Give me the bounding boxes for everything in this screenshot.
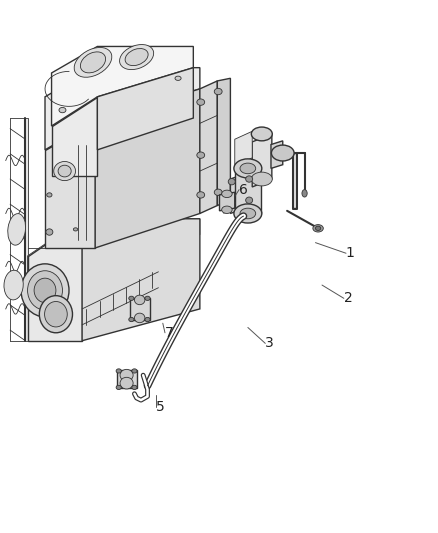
Ellipse shape (53, 161, 75, 181)
Ellipse shape (134, 313, 145, 322)
Polygon shape (230, 171, 252, 214)
Text: 7: 7 (165, 326, 173, 340)
Polygon shape (51, 46, 193, 126)
Text: 5: 5 (156, 400, 165, 414)
Polygon shape (217, 78, 230, 206)
Ellipse shape (228, 179, 235, 185)
Polygon shape (51, 97, 97, 176)
Ellipse shape (214, 88, 222, 95)
Ellipse shape (47, 193, 52, 197)
Polygon shape (117, 370, 136, 389)
Text: 3: 3 (265, 336, 273, 350)
Ellipse shape (221, 190, 232, 198)
Ellipse shape (134, 295, 145, 305)
Ellipse shape (116, 369, 121, 373)
Ellipse shape (301, 190, 307, 197)
Ellipse shape (46, 229, 53, 235)
Ellipse shape (240, 208, 255, 219)
Ellipse shape (240, 163, 255, 174)
Ellipse shape (196, 192, 204, 198)
Ellipse shape (175, 76, 181, 80)
Ellipse shape (233, 204, 261, 223)
Text: 2: 2 (343, 292, 352, 305)
Polygon shape (28, 219, 199, 272)
Ellipse shape (80, 52, 106, 73)
Polygon shape (25, 118, 28, 341)
Ellipse shape (28, 271, 62, 310)
Polygon shape (130, 298, 149, 319)
Ellipse shape (145, 317, 150, 321)
Polygon shape (234, 131, 252, 166)
Ellipse shape (233, 159, 261, 178)
Polygon shape (95, 89, 199, 248)
Ellipse shape (271, 145, 293, 161)
Ellipse shape (251, 127, 272, 141)
Ellipse shape (128, 317, 134, 321)
Ellipse shape (245, 197, 252, 204)
Ellipse shape (221, 206, 232, 214)
Polygon shape (45, 68, 199, 150)
Ellipse shape (73, 228, 78, 231)
Polygon shape (292, 152, 295, 208)
Ellipse shape (116, 385, 121, 390)
Ellipse shape (196, 99, 204, 106)
Ellipse shape (228, 200, 235, 206)
Ellipse shape (120, 369, 133, 381)
Ellipse shape (251, 172, 272, 186)
Text: 1: 1 (345, 246, 354, 260)
Ellipse shape (312, 224, 322, 232)
Ellipse shape (214, 189, 222, 196)
Ellipse shape (245, 176, 252, 182)
Ellipse shape (120, 377, 133, 389)
Polygon shape (97, 68, 193, 150)
Ellipse shape (21, 264, 69, 317)
Ellipse shape (58, 165, 71, 177)
Ellipse shape (59, 108, 66, 113)
Ellipse shape (39, 296, 72, 333)
Polygon shape (219, 192, 234, 211)
Ellipse shape (131, 369, 137, 373)
Ellipse shape (315, 226, 320, 230)
Ellipse shape (196, 152, 204, 158)
Ellipse shape (145, 296, 150, 301)
Ellipse shape (125, 49, 148, 66)
Ellipse shape (119, 45, 153, 70)
Ellipse shape (8, 214, 25, 245)
Polygon shape (234, 168, 260, 214)
Polygon shape (270, 141, 282, 168)
Ellipse shape (74, 47, 112, 77)
Polygon shape (45, 120, 95, 248)
Ellipse shape (131, 385, 137, 390)
Text: 6: 6 (239, 183, 247, 197)
Ellipse shape (34, 278, 56, 303)
Ellipse shape (128, 296, 134, 301)
Ellipse shape (4, 270, 23, 300)
Polygon shape (199, 81, 217, 214)
Polygon shape (28, 219, 82, 341)
Polygon shape (252, 134, 271, 187)
Polygon shape (82, 219, 199, 341)
Ellipse shape (45, 302, 67, 327)
